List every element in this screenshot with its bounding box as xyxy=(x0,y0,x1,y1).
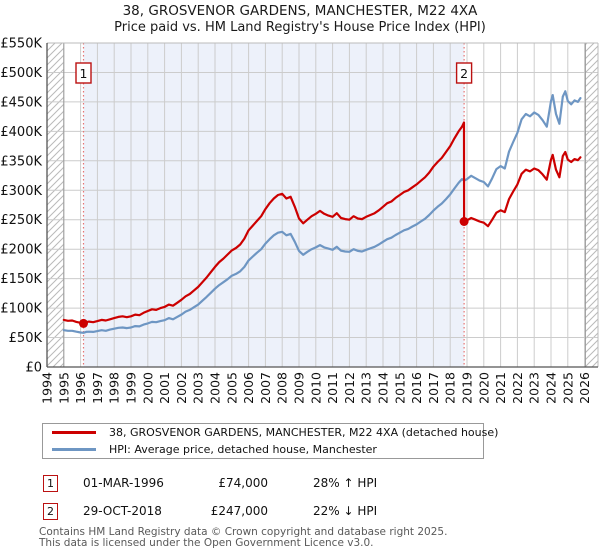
svg-text:2016: 2016 xyxy=(409,372,424,404)
svg-text:£0: £0 xyxy=(25,361,42,376)
svg-text:2005: 2005 xyxy=(224,372,239,404)
property-line-swatch xyxy=(52,431,96,434)
svg-text:2018: 2018 xyxy=(443,372,458,404)
svg-text:£250K: £250K xyxy=(0,213,42,228)
svg-text:£550K: £550K xyxy=(0,37,42,52)
svg-text:2000: 2000 xyxy=(140,372,155,404)
svg-text:2013: 2013 xyxy=(359,372,374,404)
svg-text:2009: 2009 xyxy=(292,372,307,404)
svg-text:2007: 2007 xyxy=(258,372,273,404)
sale-row-2: 2 29-OCT-2018 £247,000 22% ↓ HPI xyxy=(0,503,600,521)
svg-text:2026: 2026 xyxy=(577,372,592,404)
svg-text:2008: 2008 xyxy=(275,372,290,404)
svg-text:2025: 2025 xyxy=(560,372,575,404)
sale-row-1: 1 01-MAR-1996 £74,000 28% ↑ HPI xyxy=(0,475,600,493)
svg-text:2012: 2012 xyxy=(342,372,357,404)
svg-text:2019: 2019 xyxy=(460,372,475,404)
svg-text:£200K: £200K xyxy=(0,243,42,258)
svg-text:2006: 2006 xyxy=(241,372,256,404)
svg-text:2001: 2001 xyxy=(157,372,172,404)
hpi-line-swatch xyxy=(52,448,96,451)
license-footer: Contains HM Land Registry data © Crown c… xyxy=(39,527,447,549)
sale-2-marker: 2 xyxy=(43,503,58,520)
svg-text:2024: 2024 xyxy=(544,372,559,404)
svg-text:2022: 2022 xyxy=(510,372,525,404)
legend-row-property: 38, GROSVENOR GARDENS, MANCHESTER, M22 4… xyxy=(43,426,498,440)
legend-label-property: 38, GROSVENOR GARDENS, MANCHESTER, M22 4… xyxy=(109,426,499,439)
sale-1-hpi-diff: 28% ↑ HPI xyxy=(313,476,378,490)
svg-text:1: 1 xyxy=(80,66,88,81)
legend-row-hpi: HPI: Average price, detached house, Manc… xyxy=(43,443,483,457)
svg-text:2: 2 xyxy=(460,66,468,81)
svg-text:2010: 2010 xyxy=(308,372,323,404)
svg-text:2014: 2014 xyxy=(376,372,391,404)
svg-text:£150K: £150K xyxy=(0,272,42,287)
sale-1-marker: 1 xyxy=(43,475,58,492)
svg-text:2015: 2015 xyxy=(392,372,407,404)
svg-text:2021: 2021 xyxy=(493,372,508,404)
svg-text:1998: 1998 xyxy=(107,372,122,404)
footer-line-2: This data is licensed under the Open Gov… xyxy=(39,537,374,549)
chart-legend: 38, GROSVENOR GARDENS, MANCHESTER, M22 4… xyxy=(42,423,498,459)
svg-text:£400K: £400K xyxy=(0,125,42,140)
sale-2-hpi-diff: 22% ↓ HPI xyxy=(313,504,378,518)
svg-text:2020: 2020 xyxy=(476,372,491,404)
svg-text:£500K: £500K xyxy=(0,66,42,81)
svg-text:2017: 2017 xyxy=(426,372,441,404)
svg-text:£350K: £350K xyxy=(0,154,42,169)
svg-text:2011: 2011 xyxy=(325,372,340,404)
sale-2-price: £247,000 xyxy=(210,504,268,518)
sale-1-date: 01-MAR-1996 xyxy=(83,476,164,490)
svg-text:2003: 2003 xyxy=(191,372,206,404)
page-subtitle: Price paid vs. HM Land Registry's House … xyxy=(114,20,486,35)
legend-label-hpi: HPI: Average price, detached house, Manc… xyxy=(109,443,377,456)
svg-text:£100K: £100K xyxy=(0,302,42,317)
svg-text:2004: 2004 xyxy=(208,372,223,404)
svg-text:£450K: £450K xyxy=(0,95,42,110)
svg-text:1997: 1997 xyxy=(90,372,105,404)
svg-text:£300K: £300K xyxy=(0,184,42,199)
svg-text:2002: 2002 xyxy=(174,372,189,404)
svg-text:1995: 1995 xyxy=(56,372,71,404)
sale-1-price: £74,000 xyxy=(218,476,268,490)
svg-text:1994: 1994 xyxy=(40,372,55,404)
page-title: 38, GROSVENOR GARDENS, MANCHESTER, M22 4… xyxy=(122,3,478,19)
price-history-chart: 1 2 £0 £50K £100K £150K £200K £250K £300K £350K £4… xyxy=(0,37,599,404)
svg-text:1999: 1999 xyxy=(124,372,139,404)
svg-text:2023: 2023 xyxy=(527,372,542,404)
svg-text:1996: 1996 xyxy=(73,372,88,404)
sale-2-date: 29-OCT-2018 xyxy=(83,504,162,518)
footer-line-1: Contains HM Land Registry data © Crown c… xyxy=(39,526,448,538)
svg-text:£50K: £50K xyxy=(9,331,43,346)
